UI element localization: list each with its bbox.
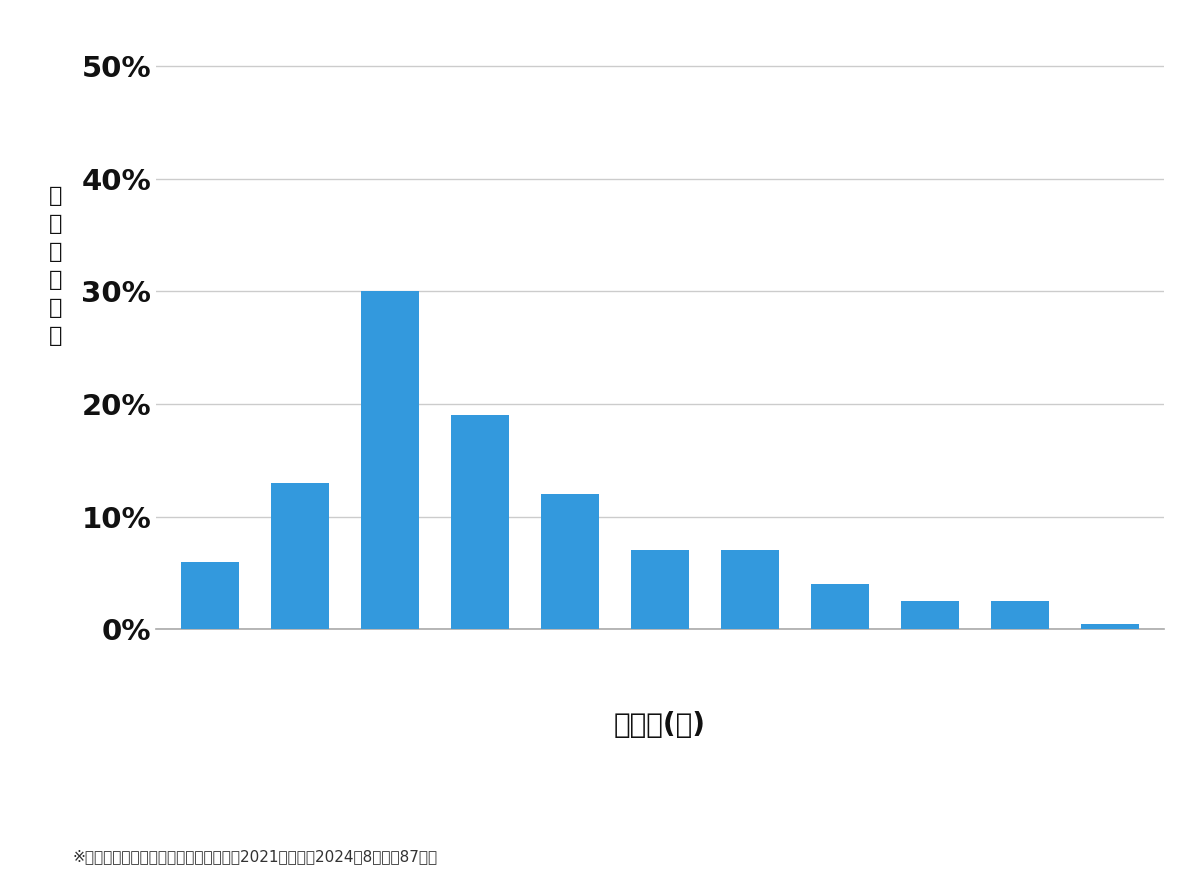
Bar	[1081, 624, 1139, 629]
Bar	[541, 494, 599, 629]
Bar	[991, 601, 1049, 629]
Bar	[271, 482, 329, 629]
Bar	[451, 415, 509, 629]
Text: ※弊社受付の案件を対象に集計（期間：2021年１月〜2024年8月、計87件）: ※弊社受付の案件を対象に集計（期間：2021年１月〜2024年8月、計87件）	[72, 849, 437, 864]
Bar	[361, 291, 419, 629]
Bar	[721, 551, 779, 629]
Text: 価
格
帯
の
割
合: 価 格 帯 の 割 合	[48, 186, 62, 346]
Bar	[811, 584, 869, 629]
Bar	[901, 601, 959, 629]
Bar	[181, 562, 239, 629]
Bar	[631, 551, 689, 629]
X-axis label: 価格帯(円): 価格帯(円)	[614, 711, 706, 739]
